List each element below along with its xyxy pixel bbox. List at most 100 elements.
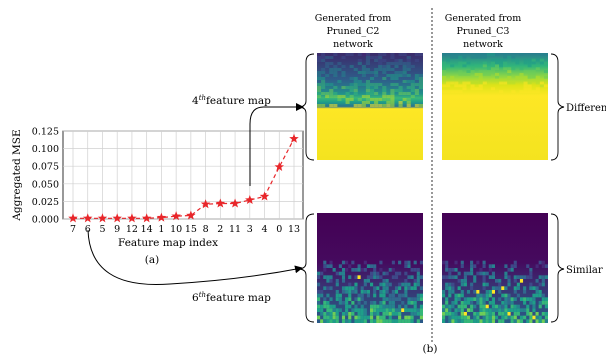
heatmap-cell <box>365 92 370 95</box>
heatmap-cell <box>531 58 536 62</box>
grid-lines <box>63 130 303 220</box>
heatmap-cell <box>345 101 350 104</box>
heatmap-cell <box>374 83 379 86</box>
heatmap-cell <box>544 264 548 268</box>
heatmap-cell <box>407 286 411 290</box>
heatmap-cell <box>538 293 542 298</box>
heatmap-cell <box>333 86 338 89</box>
heatmap-cell <box>445 304 449 309</box>
heatmap-cell <box>329 260 333 265</box>
data-point-star <box>200 199 211 209</box>
heatmap-cell <box>445 286 449 290</box>
heatmap-cell <box>485 315 489 320</box>
heatmap-cell <box>451 290 455 294</box>
heatmap-cell <box>442 53 447 56</box>
heatmap-cell <box>370 86 375 89</box>
heatmap-cell <box>361 104 366 107</box>
x-tick-label: 0 <box>276 224 282 235</box>
heatmap-cell <box>338 271 342 276</box>
heatmap-cell <box>519 308 524 312</box>
heatmap-cell <box>539 84 544 88</box>
heatmap-cell <box>398 59 403 62</box>
heatmap-cell <box>379 260 383 265</box>
heatmap-cell <box>478 70 483 73</box>
heatmap-cell <box>398 297 402 301</box>
heatmap-cell <box>460 308 464 312</box>
heatmap-cell <box>541 293 545 298</box>
heatmap-cell <box>463 301 467 305</box>
heatmap-cell <box>317 315 321 320</box>
data-point-star <box>230 198 240 208</box>
heatmap-cell <box>326 319 330 323</box>
heatmap-cell <box>539 53 544 56</box>
heatmap-cell <box>406 68 411 71</box>
heatmap-cell <box>470 55 475 59</box>
heatmap-cell <box>470 304 474 309</box>
heatmap-cell <box>498 286 502 290</box>
heatmap-cell <box>499 78 504 82</box>
heatmap-cell <box>479 271 483 276</box>
heatmap-cell <box>398 74 403 77</box>
heatmap-cell <box>332 315 336 320</box>
heatmap-cell <box>519 53 524 56</box>
heatmap-cell <box>391 297 395 301</box>
heatmap-cell <box>361 95 366 98</box>
heatmap-cell <box>407 282 411 287</box>
heatmap-cell <box>523 297 527 301</box>
heatmap-cell <box>386 98 391 101</box>
heatmap-cell <box>510 297 514 301</box>
heatmap-cell <box>323 260 327 265</box>
heatmap-cell <box>448 286 452 290</box>
heatmap-cell <box>406 62 411 65</box>
heatmap-cell <box>474 87 479 91</box>
heatmap-cell <box>463 315 467 320</box>
heatmap-cell <box>485 293 489 298</box>
heatmap-cell <box>539 61 544 65</box>
fm4-annotation: 4thfeature map <box>192 94 271 107</box>
heatmap-cell <box>404 315 408 320</box>
heatmap-cell <box>379 290 383 294</box>
heatmap-cell <box>398 315 402 320</box>
heatmap-cell <box>466 73 471 76</box>
heatmap-cell <box>460 301 464 305</box>
heatmap-cell <box>357 308 361 312</box>
fm4-num: 4 <box>192 95 199 107</box>
heatmap-cell <box>333 104 338 107</box>
heatmap-cell <box>382 282 386 287</box>
heatmap-cell <box>511 55 516 59</box>
heatmap-cell <box>361 71 366 74</box>
heatmap-cell <box>370 319 374 323</box>
heatmap-cell <box>457 293 461 298</box>
heatmap-cell <box>451 304 455 309</box>
heatmap-cell <box>323 301 327 305</box>
heatmap-cell <box>478 87 483 91</box>
heatmap-cell <box>351 308 355 312</box>
heatmap-cell <box>390 83 395 86</box>
heatmap-cell <box>501 286 505 290</box>
heatmap-cell <box>488 264 492 268</box>
heatmap-cell <box>354 315 358 320</box>
heatmap-cell <box>325 74 330 77</box>
heatmap-cell <box>526 308 530 312</box>
heatmap-cell <box>374 92 379 95</box>
heatmap-cell <box>535 279 539 283</box>
heatmap-cell <box>353 80 358 83</box>
x-tick-label: 3 <box>247 224 253 235</box>
heatmap-cell <box>535 264 539 268</box>
heatmap-cell <box>539 81 544 85</box>
heatmap-cell <box>341 268 346 272</box>
heatmap-cell <box>398 260 402 265</box>
heatmap-cell <box>382 95 387 98</box>
heatmap-cell <box>495 67 500 71</box>
heatmap-cell <box>445 301 449 305</box>
heatmap-cell <box>414 104 419 107</box>
heatmap-cell <box>404 319 408 323</box>
heatmap-cell <box>333 74 338 77</box>
heatmap-cell <box>482 73 487 76</box>
heatmap-cell <box>361 83 366 86</box>
heatmap-cell <box>463 312 467 316</box>
heatmap-cell <box>462 64 467 68</box>
heatmap-cell <box>416 308 420 312</box>
heatmap-cell <box>373 319 377 323</box>
heatmap-cell <box>360 312 364 316</box>
